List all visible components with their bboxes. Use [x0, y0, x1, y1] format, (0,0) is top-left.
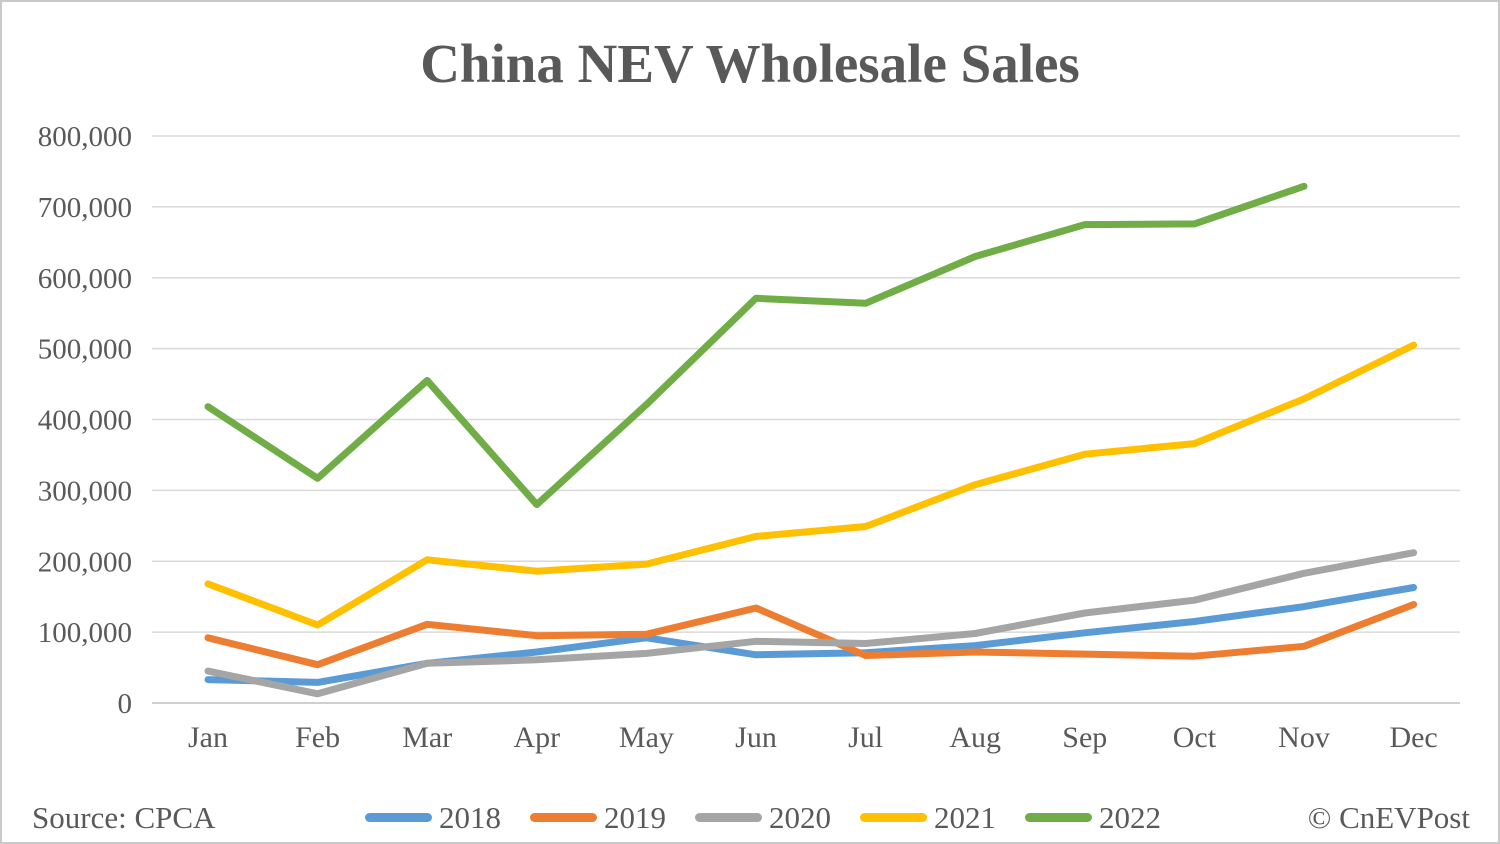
chart-title: China NEV Wholesale Sales [420, 33, 1080, 94]
legend-label-2020: 2020 [769, 800, 831, 835]
x-tick-label: Mar [402, 721, 452, 754]
legend-label-2022: 2022 [1099, 800, 1161, 835]
source-label: Source: CPCA [32, 800, 216, 835]
y-tick-label: 700,000 [38, 192, 132, 224]
legend-swatch-2020 [695, 813, 762, 822]
legend-label-2018: 2018 [439, 800, 501, 835]
y-tick-label: 500,000 [38, 334, 132, 366]
y-tick-label: 400,000 [38, 405, 132, 437]
series-line-2020 [204, 549, 1418, 698]
y-tick-label: 300,000 [38, 475, 132, 507]
x-tick-label: Nov [1278, 721, 1330, 754]
x-tick-label: Jul [848, 721, 883, 754]
y-tick-label: 200,000 [38, 546, 132, 578]
legend-swatch-2021 [860, 813, 927, 822]
y-tick-label: 0 [118, 688, 133, 720]
series-line-2022 [204, 182, 1308, 509]
legend-item-2021: 2021 [860, 802, 996, 833]
y-tick-label: 100,000 [38, 617, 132, 649]
legend-label-2019: 2019 [604, 800, 666, 835]
legend-swatch-2018 [365, 813, 432, 822]
series-line-2021 [204, 341, 1418, 629]
y-tick-label: 800,000 [38, 121, 132, 153]
x-tick-label: Sep [1062, 721, 1107, 754]
x-tick-label: Feb [295, 721, 340, 754]
y-tick-label: 600,000 [38, 263, 132, 295]
x-tick-label: Oct [1173, 721, 1217, 754]
x-tick-label: Dec [1389, 721, 1437, 754]
x-tick-label: Apr [513, 721, 560, 754]
legend-label-2021: 2021 [934, 800, 996, 835]
x-tick-label: Aug [949, 721, 1001, 754]
legend-item-2022: 2022 [1025, 802, 1161, 833]
legend-item-2019: 2019 [530, 802, 666, 833]
x-tick-label: Jan [188, 721, 228, 754]
legend-swatch-2019 [530, 813, 597, 822]
legend: 2018 2019 2020 2021 2022 [365, 802, 1161, 833]
copyright-label: © CnEVPost [1307, 800, 1470, 835]
x-tick-label: May [619, 721, 674, 754]
x-tick-label: Jun [735, 721, 777, 754]
legend-swatch-2022 [1025, 813, 1092, 822]
series-line-2019 [204, 601, 1418, 669]
legend-item-2018: 2018 [365, 802, 501, 833]
legend-item-2020: 2020 [695, 802, 831, 833]
